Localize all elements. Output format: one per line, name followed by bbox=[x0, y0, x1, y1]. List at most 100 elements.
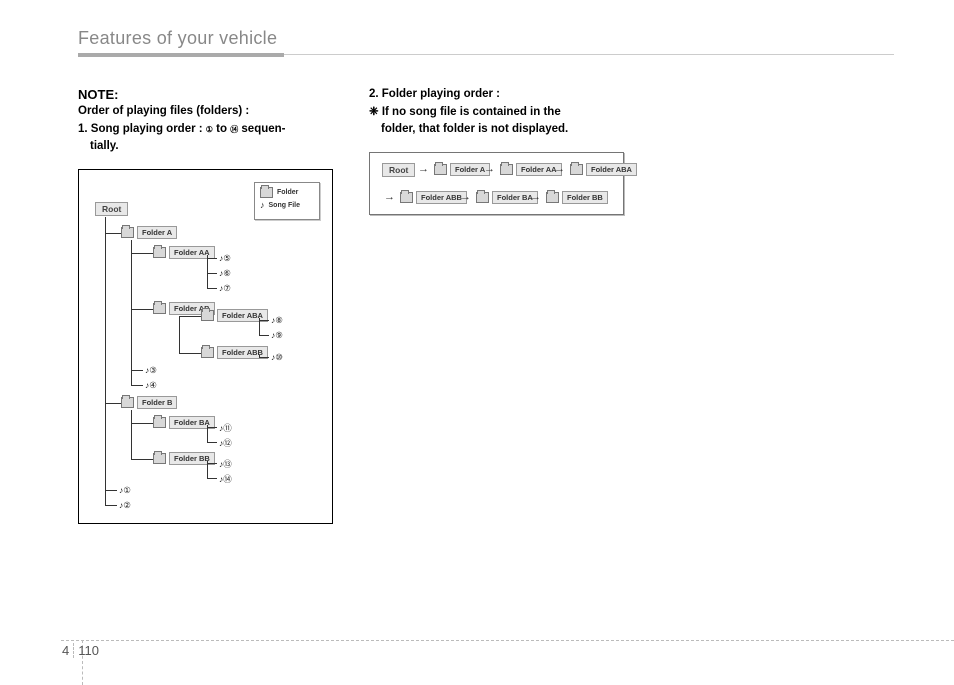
from-number: ① bbox=[206, 125, 213, 136]
tree-line bbox=[131, 423, 153, 424]
tree-line bbox=[131, 309, 153, 310]
tree-line bbox=[207, 288, 217, 289]
tree-line bbox=[207, 427, 217, 428]
arrow-icon: → bbox=[460, 191, 471, 203]
song-order-prefix: 1. Song playing order : bbox=[78, 123, 206, 135]
song-order-suffix: sequen- bbox=[238, 123, 285, 135]
page-number: 4 110 bbox=[62, 643, 99, 658]
chain-folder: Folder A bbox=[434, 163, 490, 176]
song-11: ♪⑪ bbox=[219, 422, 232, 434]
section-number: 4 bbox=[62, 643, 74, 658]
arrow-icon: → bbox=[530, 191, 541, 203]
tree-line bbox=[131, 410, 132, 460]
chain-folder: Folder BB bbox=[546, 191, 608, 204]
tree-line bbox=[207, 258, 217, 259]
tree-line bbox=[259, 320, 269, 321]
folder-bb: Folder BB bbox=[153, 452, 215, 465]
folder-label: Folder B bbox=[137, 396, 177, 409]
folder-icon bbox=[153, 303, 166, 314]
tree-line bbox=[207, 255, 208, 288]
root-node: Root bbox=[95, 202, 128, 216]
tree-line bbox=[105, 233, 121, 234]
left-column: NOTE: Order of playing files (folders) :… bbox=[78, 87, 343, 524]
tree-line bbox=[105, 505, 117, 506]
chain-root: Root bbox=[382, 163, 415, 177]
folder-aa: Folder AA bbox=[153, 246, 215, 259]
folder-icon bbox=[260, 187, 273, 198]
tree-line bbox=[259, 335, 269, 336]
tree-line bbox=[105, 490, 117, 491]
tree-line bbox=[131, 385, 143, 386]
note-subhead: Order of playing files (folders) : bbox=[78, 104, 343, 120]
page-number-value: 110 bbox=[78, 643, 99, 658]
folder-ba: Folder BA bbox=[153, 416, 215, 429]
folder-icon bbox=[153, 417, 166, 428]
folder-icon bbox=[546, 192, 559, 203]
tree-line bbox=[259, 357, 269, 358]
folder-label: Folder BB bbox=[562, 191, 608, 204]
folder-icon bbox=[153, 453, 166, 464]
tree-line bbox=[131, 253, 153, 254]
manual-page: Features of your vehicle NOTE: Order of … bbox=[0, 0, 954, 685]
folder-b: Folder B bbox=[121, 396, 177, 409]
folder-icon bbox=[476, 192, 489, 203]
title-underline bbox=[78, 53, 284, 57]
page-title: Features of your vehicle bbox=[78, 28, 894, 49]
song-8: ♪⑧ bbox=[271, 315, 283, 326]
tree-line bbox=[131, 240, 132, 385]
chain-folder: Folder BA bbox=[476, 191, 538, 204]
right-column: 2. Folder playing order : ❈ If no song f… bbox=[369, 87, 634, 524]
tree-line bbox=[179, 353, 201, 354]
song-5: ♪⑤ bbox=[219, 253, 231, 264]
arrow-icon: → bbox=[484, 163, 495, 175]
folder-icon bbox=[570, 164, 583, 175]
chain-diagram: Root → Folder A → Folder AA → Folder ABA… bbox=[369, 152, 624, 215]
legend-folder-row: Folder bbox=[260, 187, 314, 198]
tree-line bbox=[105, 403, 121, 404]
note-heading: NOTE: bbox=[78, 87, 343, 102]
song-7: ♪⑦ bbox=[219, 283, 231, 294]
folder-order-note1: ❈ If no song file is contained in the bbox=[369, 105, 634, 121]
legend-box: Folder ♪ Song File bbox=[254, 182, 320, 220]
folder-label: Folder A bbox=[137, 226, 177, 239]
chain-folder: Folder ABA bbox=[570, 163, 637, 176]
chain-folder: Folder ABB bbox=[400, 191, 467, 204]
folder-icon bbox=[153, 247, 166, 258]
arrow-icon: → bbox=[418, 163, 429, 175]
song-3: ♪③ bbox=[145, 365, 157, 376]
arrow-icon: → bbox=[554, 163, 565, 175]
song-order-line: 1. Song playing order : ① to ⑭ sequen- bbox=[78, 122, 343, 138]
tree-line bbox=[207, 478, 217, 479]
folder-a: Folder A bbox=[121, 226, 177, 239]
tree-diagram: Folder ♪ Song File Root bbox=[78, 169, 333, 524]
folder-icon bbox=[121, 227, 134, 238]
folder-icon bbox=[500, 164, 513, 175]
legend-song-row: ♪ Song File bbox=[260, 201, 314, 210]
page-header: Features of your vehicle bbox=[78, 28, 894, 57]
music-note-icon: ♪ bbox=[260, 201, 265, 210]
folder-order-head: 2. Folder playing order : bbox=[369, 87, 634, 103]
tree-line bbox=[207, 273, 217, 274]
mid-to: to bbox=[213, 123, 230, 135]
folder-abb: Folder ABB bbox=[201, 346, 268, 359]
folder-icon bbox=[400, 192, 413, 203]
song-12: ♪⑫ bbox=[219, 437, 232, 449]
folder-icon bbox=[121, 397, 134, 408]
arrow-icon: → bbox=[384, 191, 395, 203]
song-4: ♪④ bbox=[145, 380, 157, 391]
legend-folder-label: Folder bbox=[277, 189, 298, 196]
folder-label: Folder ABA bbox=[586, 163, 637, 176]
folder-icon bbox=[201, 347, 214, 358]
chain-folder: Folder AA bbox=[500, 163, 562, 176]
tree-line bbox=[207, 463, 217, 464]
folder-aba: Folder ABA bbox=[201, 309, 268, 322]
tree-line bbox=[179, 316, 180, 354]
song-10: ♪⑩ bbox=[271, 352, 283, 363]
tree-line bbox=[207, 442, 217, 443]
tree-line bbox=[179, 316, 201, 317]
folder-icon bbox=[201, 310, 214, 321]
folder-icon bbox=[434, 164, 447, 175]
tree-line bbox=[131, 459, 153, 460]
song-6: ♪⑥ bbox=[219, 268, 231, 279]
content-columns: NOTE: Order of playing files (folders) :… bbox=[78, 87, 894, 524]
